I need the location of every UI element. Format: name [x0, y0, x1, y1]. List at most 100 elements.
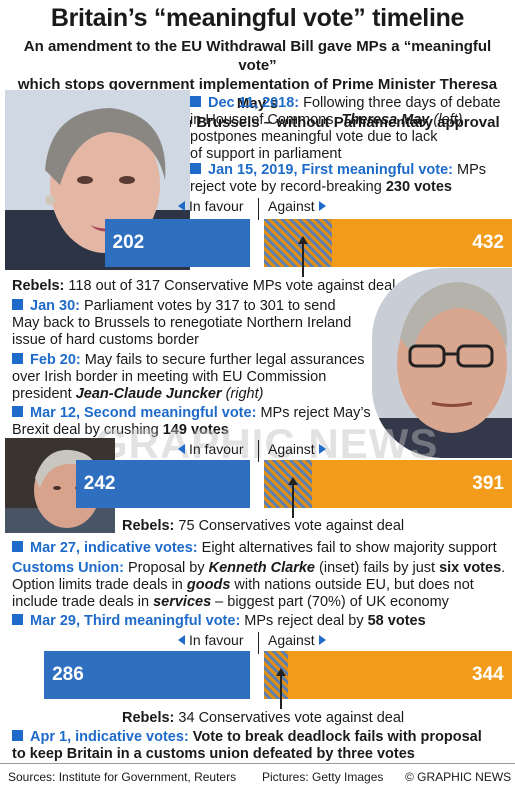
watermark: GRAPHIC NEWS	[95, 420, 439, 467]
subtitle-line: An amendment to the EU Withdrawal Bill g…	[23, 38, 492, 74]
arrow-right-icon	[318, 635, 326, 645]
event-text: in House of Commons,	[190, 112, 342, 128]
bullet-square-icon	[190, 96, 201, 107]
rebels-text: 75 Conservatives vote against deal	[174, 518, 405, 534]
bullet-square-icon	[12, 541, 23, 552]
rebels-head: Rebels:	[122, 518, 175, 534]
pictures-credit: Pictures: Getty Images	[262, 770, 384, 784]
event-emphasis: 149 votes	[162, 422, 229, 438]
bullet-square-icon	[12, 299, 23, 310]
arrow-right-icon	[318, 201, 326, 211]
event-text: MPs reject deal by	[240, 613, 368, 629]
event-date: Mar 27, indicative votes:	[30, 540, 198, 556]
event-mar12: Mar 12, Second meaningful vote: MPs reje…	[12, 405, 372, 439]
event-text: of support in parliament	[190, 146, 342, 162]
favour-bar: 242	[75, 460, 250, 508]
event-text: president	[12, 386, 76, 402]
event-text: to keep Britain in a customs union defea…	[12, 746, 415, 762]
against-label: Against	[268, 441, 326, 457]
divider-line	[258, 632, 259, 654]
favour-label-text: In favour	[189, 198, 244, 214]
bullet-square-icon	[12, 614, 23, 625]
event-text: May fails to secure further legal assura…	[80, 352, 365, 368]
against-bar: 432	[264, 219, 512, 267]
rebels-text: 118 out of 317 Conservative MPs vote aga…	[64, 278, 396, 294]
arrow-left-icon	[178, 201, 185, 211]
against-bar: 391	[264, 460, 512, 508]
event-date: Mar 12, Second meaningful vote:	[30, 405, 257, 421]
page-title: Britain’s “meaningful vote” timeline	[50, 4, 465, 32]
event-text: include trade deals in	[12, 594, 154, 610]
against-value: 432	[472, 232, 504, 253]
event-text: MPs reject May’s	[256, 405, 371, 421]
against-label-text: Against	[268, 441, 315, 457]
event-jan15: Jan 15, 2019, First meaningful vote: MPs…	[190, 162, 510, 196]
rebels-head: Rebels:	[12, 278, 65, 294]
favour-label-text: In favour	[189, 632, 244, 648]
favour-bar: 202	[104, 219, 250, 267]
event-text: May back to Brussels to renegotiate Nort…	[12, 315, 352, 331]
rebels-2: Rebels: 75 Conservatives vote against de…	[122, 518, 404, 535]
against-bar: 344	[264, 651, 512, 699]
event-emphasis: 58 votes	[367, 613, 426, 629]
event-date: Apr 1, indicative votes:	[30, 729, 189, 745]
event-mar29: Mar 29, Third meaningful vote: MPs rejec…	[12, 613, 512, 630]
favour-label: In favour	[178, 632, 243, 648]
favour-label-text: In favour	[189, 441, 244, 457]
subtitle-line: which stops government implementation of…	[17, 76, 498, 112]
event-text: with nations outside EU, but does not	[230, 577, 474, 593]
event-text: reject vote by record-breaking	[190, 179, 386, 195]
event-date: Jan 30:	[30, 298, 80, 314]
event-text: issue of hard customs border	[12, 332, 199, 348]
person-name: Jean-Claude Juncker	[75, 386, 222, 402]
against-label: Against	[268, 198, 326, 214]
sources: Sources: Institute for Government, Reute…	[8, 770, 237, 784]
event-date: Feb 20:	[30, 352, 81, 368]
event-mar27: Mar 27, indicative votes: Eight alternat…	[12, 540, 512, 557]
arrow-left-icon	[178, 444, 185, 454]
event-date: Mar 29, Third meaningful vote:	[30, 613, 241, 629]
favour-bar: 286	[44, 651, 250, 699]
arrow-left-icon	[178, 635, 185, 645]
event-emphasis: goods	[186, 577, 231, 593]
against-value: 391	[472, 473, 504, 494]
customs-head: Customs Union:	[12, 560, 124, 576]
event-text: (inset) fails by just	[314, 560, 440, 576]
vote2-bars: 242 391	[0, 460, 515, 518]
event-apr1: Apr 1, indicative votes: Vote to break d…	[12, 729, 512, 763]
event-text: Proposal by	[123, 560, 209, 576]
favour-value: 286	[52, 664, 84, 685]
event-emphasis: six votes	[439, 560, 502, 576]
person-name: Theresa May	[341, 112, 430, 128]
rebels-pointer-icon	[276, 668, 287, 709]
event-text: (left)	[429, 112, 463, 128]
event-jan30: Jan 30: Parliament votes by 317 to 301 t…	[12, 298, 372, 349]
rebels-head: Rebels:	[122, 710, 175, 726]
against-label: Against	[268, 632, 326, 648]
event-text: – biggest part (70%) of UK economy	[211, 594, 449, 610]
event-feb20: Feb 20: May fails to secure further lega…	[12, 352, 372, 403]
person-name: Kenneth Clarke	[208, 560, 315, 576]
against-value: 344	[471, 664, 504, 685]
divider-line	[258, 440, 259, 462]
event-text: Following three days of debate	[299, 95, 501, 111]
favour-label: In favour	[178, 441, 243, 457]
event-emphasis: 230 votes	[385, 179, 452, 195]
event-text: Parliament votes by 317 to 301 to send	[79, 298, 336, 314]
vote1-bars: 202 432	[0, 219, 515, 277]
favour-label: In favour	[178, 198, 243, 214]
event-text: Brexit deal by crushing	[12, 422, 163, 438]
against-label-text: Against	[268, 198, 315, 214]
event-text: postpones meaningful vote due to lack	[190, 129, 438, 145]
rebels-text: 34 Conservatives vote against deal	[174, 710, 405, 726]
footer: Sources: Institute for Government, Reute…	[0, 763, 515, 792]
event-text: Vote to break deadlock fails with propos…	[188, 729, 482, 745]
event-text: Option limits trade deals in	[12, 577, 187, 593]
event-emphasis: services	[153, 594, 212, 610]
customs-union: Customs Union: Proposal by Kenneth Clark…	[12, 560, 512, 611]
event-date: Jan 15, 2019, First meaningful vote:	[208, 162, 453, 178]
rebels-1: Rebels: 118 out of 317 Conservative MPs …	[12, 278, 395, 295]
favour-value: 242	[83, 473, 116, 494]
event-text: over Irish border in meeting with EU Com…	[12, 369, 327, 385]
event-date: Dec 11, 2018:	[208, 95, 300, 111]
